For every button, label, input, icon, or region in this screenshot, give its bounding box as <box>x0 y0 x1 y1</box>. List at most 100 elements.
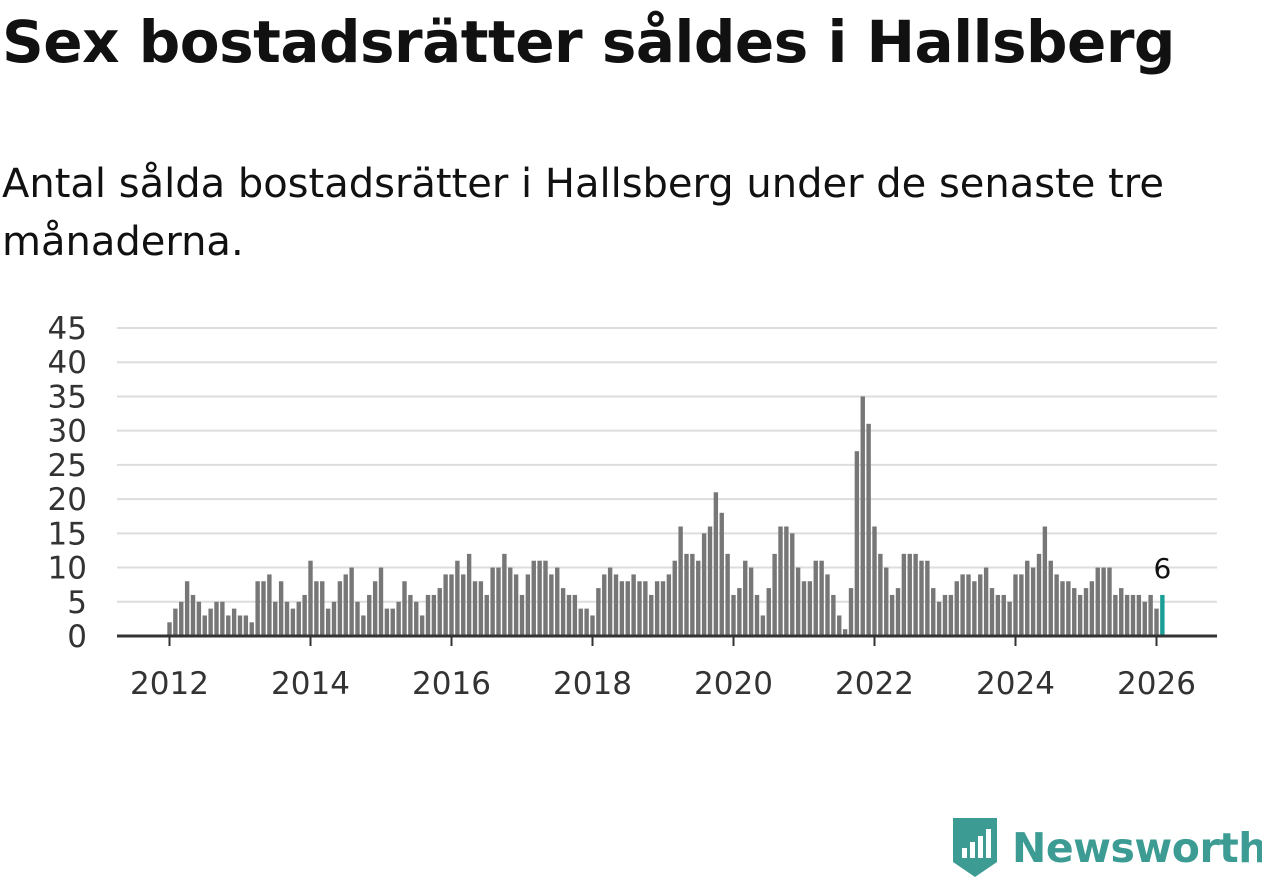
bar <box>590 615 595 636</box>
bar <box>889 594 895 636</box>
bar <box>173 608 178 636</box>
bar <box>619 581 625 636</box>
bar <box>1148 594 1153 636</box>
bar <box>713 492 719 636</box>
bar <box>202 615 207 636</box>
bar <box>320 581 325 636</box>
bar <box>1154 608 1159 636</box>
newsworthy-logo-icon <box>953 818 997 877</box>
bar <box>978 574 983 636</box>
bar <box>384 608 390 636</box>
bar <box>854 451 860 636</box>
bar <box>267 574 272 636</box>
bar <box>302 594 307 636</box>
bar <box>1054 574 1059 636</box>
bar <box>349 567 354 636</box>
bar <box>1130 594 1136 636</box>
bar <box>625 581 630 636</box>
bar <box>860 396 865 636</box>
bar <box>314 581 319 636</box>
bar <box>325 608 331 636</box>
bar <box>989 588 995 636</box>
bar <box>907 553 912 636</box>
bar <box>778 526 783 636</box>
bar <box>455 560 460 636</box>
bar <box>1113 594 1118 636</box>
bar <box>931 588 936 636</box>
bar <box>408 594 413 636</box>
bar <box>766 588 771 636</box>
bar <box>1142 601 1147 636</box>
bar <box>537 560 542 636</box>
bar <box>361 615 366 636</box>
bar <box>795 567 801 636</box>
bar <box>1025 560 1030 636</box>
bar <box>972 581 977 636</box>
bar <box>179 601 184 636</box>
bar <box>290 608 296 636</box>
bar <box>754 594 760 636</box>
x-tick-label: 2020 <box>694 666 773 702</box>
bar <box>1048 560 1053 636</box>
bar <box>960 574 965 636</box>
bar <box>842 629 848 636</box>
bar <box>402 581 407 636</box>
bar <box>790 533 795 636</box>
bar <box>607 567 613 636</box>
bar <box>983 567 989 636</box>
bar <box>1083 588 1089 636</box>
bar <box>543 560 548 636</box>
bar <box>425 594 431 636</box>
bar <box>948 594 954 636</box>
bar <box>414 601 419 636</box>
bar <box>190 594 196 636</box>
bar <box>372 581 378 636</box>
x-tick-label: 2026 <box>1117 666 1196 702</box>
bar <box>602 574 607 636</box>
bar <box>707 526 713 636</box>
axes <box>117 634 1217 646</box>
bar <box>243 615 249 636</box>
bar <box>378 567 384 636</box>
bar <box>273 601 278 636</box>
bar <box>261 581 266 636</box>
bar <box>801 581 807 636</box>
bar <box>690 553 695 636</box>
bar <box>872 526 877 636</box>
bar <box>1107 567 1112 636</box>
bar <box>496 567 501 636</box>
bar <box>461 574 466 636</box>
x-tick-label: 2022 <box>835 666 914 702</box>
bar <box>490 567 495 636</box>
bar <box>942 594 948 636</box>
bar <box>936 601 942 636</box>
y-tick-label: 0 <box>67 619 87 655</box>
bar <box>449 574 454 636</box>
bar <box>660 581 666 636</box>
bar <box>284 601 290 636</box>
bar <box>1001 594 1006 636</box>
y-tick-label: 20 <box>48 482 87 518</box>
bar-latest <box>1160 594 1165 636</box>
bar <box>484 594 489 636</box>
bar <box>249 622 254 636</box>
bar <box>519 594 525 636</box>
bar <box>337 581 343 636</box>
bar <box>1101 567 1106 636</box>
x-tick-label: 2012 <box>130 666 209 702</box>
bar <box>637 581 642 636</box>
bar <box>226 615 231 636</box>
bar <box>666 574 672 636</box>
bar <box>848 588 854 636</box>
bar <box>684 553 689 636</box>
bar <box>1077 594 1083 636</box>
bar <box>913 553 918 636</box>
bar <box>919 560 924 636</box>
bar <box>525 574 531 636</box>
gridlines <box>117 327 1217 603</box>
bar <box>367 594 372 636</box>
bar <box>437 588 442 636</box>
bar <box>1119 588 1124 636</box>
